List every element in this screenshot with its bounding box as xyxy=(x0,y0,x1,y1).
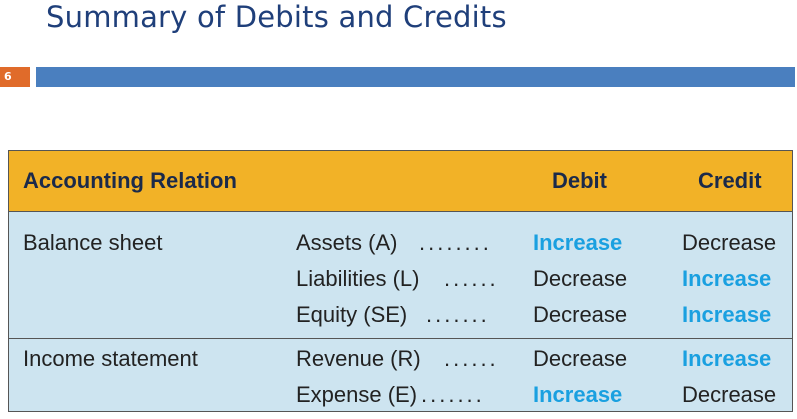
leader-dots: ........ xyxy=(419,230,492,255)
header-debit: Debit xyxy=(552,168,607,193)
debits-credits-table: Accounting Relation Debit Credit Balance… xyxy=(8,150,793,412)
debit-effect: Increase xyxy=(533,382,623,407)
account-label: Equity (SE) xyxy=(296,302,408,327)
credit-effect: Increase xyxy=(682,302,772,327)
slide-title: Summary of Debits and Credits xyxy=(46,0,507,34)
debit-effect: Decrease xyxy=(533,302,628,327)
debit-effect: Increase xyxy=(533,230,623,255)
credit-effect: Decrease xyxy=(682,230,777,255)
leader-dots: ....... xyxy=(426,302,490,327)
leader-dots: ...... xyxy=(444,346,499,371)
credit-effect: Decrease xyxy=(682,382,777,407)
section-label-balance-sheet: Balance sheet xyxy=(23,230,163,255)
account-label: Assets (A) xyxy=(296,230,398,255)
debit-effect: Decrease xyxy=(533,346,628,371)
page-number: 6 xyxy=(0,67,30,87)
section-divider xyxy=(9,338,792,339)
leader-dots: ...... xyxy=(444,266,499,291)
account-label: Revenue (R) xyxy=(296,346,421,371)
credit-effect: Increase xyxy=(682,266,772,291)
table-header-row: Accounting Relation Debit Credit xyxy=(9,151,792,212)
account-label: Expense (E) xyxy=(296,382,418,407)
title-underline-bar xyxy=(36,67,795,87)
debit-effect: Decrease xyxy=(533,266,628,291)
account-label: Liabilities (L) xyxy=(296,266,420,291)
section-label-income-statement: Income statement xyxy=(23,346,198,371)
leader-dots: ....... xyxy=(421,382,485,407)
credit-effect: Increase xyxy=(682,346,772,371)
header-credit: Credit xyxy=(698,168,762,193)
header-accounting-relation: Accounting Relation xyxy=(23,168,237,193)
